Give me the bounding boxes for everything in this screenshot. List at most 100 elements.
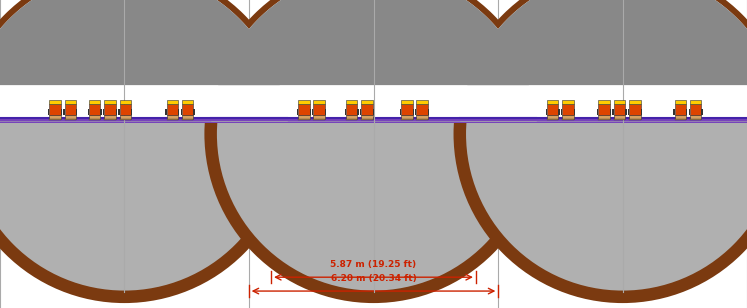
Bar	[675, 104, 686, 115]
Bar	[0, 0, 249, 308]
Bar	[562, 115, 574, 119]
Bar	[312, 109, 314, 115]
Polygon shape	[460, 0, 747, 121]
Bar	[547, 104, 558, 115]
Text: 5.87 m (19.25 ft): 5.87 m (19.25 ft)	[330, 260, 417, 269]
Bar	[597, 109, 598, 115]
Bar	[614, 104, 625, 115]
Bar	[0, 117, 287, 123]
Bar	[346, 119, 357, 120]
Bar	[547, 115, 558, 119]
Polygon shape	[0, 0, 279, 85]
Bar	[401, 115, 412, 119]
Bar	[640, 109, 642, 115]
Bar	[690, 119, 701, 120]
Bar	[65, 119, 76, 120]
Bar	[701, 109, 703, 115]
Bar	[547, 100, 558, 104]
Bar	[309, 109, 311, 115]
Bar	[87, 109, 89, 115]
Bar	[401, 100, 412, 104]
Bar	[120, 100, 131, 104]
Bar	[562, 104, 574, 115]
Bar	[629, 119, 640, 120]
Bar	[561, 109, 562, 115]
Bar	[76, 109, 78, 115]
Bar	[613, 109, 614, 115]
Bar	[598, 115, 610, 119]
Bar	[182, 115, 193, 119]
Bar	[614, 119, 625, 120]
Bar	[373, 109, 374, 115]
Bar	[574, 109, 575, 115]
Bar	[598, 104, 610, 115]
Bar	[627, 109, 629, 115]
Bar	[249, 0, 498, 308]
Bar	[193, 109, 195, 115]
Bar	[690, 100, 701, 104]
Bar	[182, 100, 193, 104]
Bar	[686, 109, 687, 115]
Bar	[629, 115, 640, 119]
Bar	[401, 104, 412, 115]
Bar	[298, 104, 309, 115]
Bar	[65, 115, 76, 119]
Bar	[598, 119, 610, 120]
Bar	[690, 104, 701, 115]
Bar	[314, 100, 325, 104]
Bar	[49, 104, 61, 115]
Bar	[120, 104, 131, 115]
Bar	[167, 119, 178, 120]
Polygon shape	[468, 0, 747, 85]
Bar	[362, 104, 373, 115]
Bar	[105, 115, 116, 119]
Bar	[415, 109, 417, 115]
Bar	[165, 109, 167, 115]
Bar	[412, 109, 414, 115]
Bar	[49, 100, 61, 104]
Bar	[314, 115, 325, 119]
Bar	[49, 115, 61, 119]
Bar	[346, 104, 357, 115]
Bar	[629, 100, 640, 104]
Bar	[344, 109, 346, 115]
Bar	[675, 119, 686, 120]
Bar	[48, 109, 49, 115]
Bar	[131, 109, 132, 115]
Bar	[178, 109, 179, 115]
Bar	[498, 0, 747, 308]
Bar	[675, 115, 686, 119]
Bar	[417, 115, 428, 119]
Bar	[360, 109, 362, 115]
Bar	[346, 115, 357, 119]
Circle shape	[459, 0, 747, 297]
Bar	[562, 100, 574, 104]
Bar	[400, 109, 401, 115]
Bar	[625, 109, 627, 115]
Bar	[298, 115, 309, 119]
Bar	[297, 109, 298, 115]
Bar	[103, 109, 105, 115]
Polygon shape	[0, 0, 287, 121]
Bar	[614, 100, 625, 104]
Bar	[298, 100, 309, 104]
Bar	[61, 109, 62, 115]
Bar	[167, 100, 178, 104]
Bar	[105, 119, 116, 120]
Text: 6.20 m (20.34 ft): 6.20 m (20.34 ft)	[331, 274, 416, 283]
Bar	[690, 115, 701, 119]
Bar	[181, 109, 182, 115]
Circle shape	[0, 0, 287, 297]
Bar	[629, 104, 640, 115]
Bar	[89, 100, 100, 104]
Bar	[673, 109, 675, 115]
Bar	[417, 119, 428, 120]
Bar	[105, 104, 116, 115]
Bar	[49, 119, 61, 120]
Bar	[100, 109, 102, 115]
Bar	[89, 104, 100, 115]
Bar	[116, 109, 117, 115]
Circle shape	[211, 0, 536, 297]
Bar	[325, 109, 326, 115]
Bar	[610, 109, 611, 115]
